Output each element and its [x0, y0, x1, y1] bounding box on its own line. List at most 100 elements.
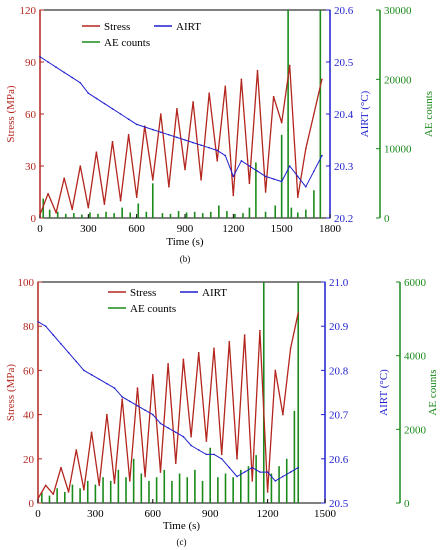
b-airt-point: [143, 126, 146, 128]
c-stress-point: [274, 369, 277, 372]
c-airt-point: [106, 382, 108, 385]
c-stress-point: [182, 358, 185, 361]
b-xtick-label: 0: [37, 223, 43, 235]
panel-b-chart: 0 300 600 900 1200 1500 1800 0 30 60 90 120 20.2 20.3…: [5, 5, 435, 264]
b-airt-point: [160, 131, 162, 133]
b-stress-point: [216, 160, 219, 162]
b-stress-point: [248, 182, 251, 185]
c-stress-point: [282, 413, 284, 416]
c-airt-point: [52, 334, 55, 336]
b-airt-point: [168, 134, 170, 136]
c-ytick-left-label: 0: [29, 498, 35, 510]
c-xtick-label: 1500: [314, 508, 337, 520]
b-stress-point: [224, 85, 227, 88]
b-airt-point: [71, 76, 74, 79]
c-airt-point: [236, 475, 238, 478]
b-stress-point: [71, 208, 74, 211]
c-ytick-left-label: 60: [23, 365, 35, 377]
b-airt-point: [87, 92, 90, 94]
c-airt-point: [228, 466, 231, 469]
b-stress-point: [47, 192, 49, 195]
b-stress-point: [39, 213, 41, 216]
c-stress-point: [205, 440, 208, 442]
b-airt-point: [232, 175, 235, 178]
c-xtick-label: 1200: [257, 508, 280, 520]
c-airt-point: [144, 409, 146, 411]
b-airt-point: [296, 175, 299, 178]
b-airt-point: [216, 149, 219, 152]
c-airt-point: [259, 471, 261, 473]
b-stress-point: [232, 194, 235, 197]
b-airt-point: [200, 144, 202, 146]
b-stress-point: [63, 177, 65, 179]
b-ytick-right1-label: 20.6: [334, 5, 354, 17]
b-airt-point: [63, 71, 65, 74]
b-airt-point: [256, 170, 259, 172]
c-ytick-right2-label: 4000: [404, 351, 427, 363]
c-ytick-right1-label: 20.8: [329, 365, 349, 377]
b-airt-point: [240, 160, 243, 162]
c-airt-point: [136, 404, 139, 407]
c-stress-point: [83, 488, 85, 491]
c-airt-point: [167, 427, 169, 429]
b-xtick-label: 1500: [271, 223, 294, 235]
c-ytick-left-label: 80: [23, 321, 35, 333]
c-stress-point: [213, 347, 215, 350]
b-stress-point: [95, 151, 98, 153]
b-airt-point: [176, 136, 178, 139]
b-stress-point: [103, 203, 106, 205]
c-stress-point: [174, 462, 177, 465]
c-ytick-right1-label: 20.9: [329, 321, 349, 333]
b-stress-point: [321, 78, 323, 81]
c-airt-point: [37, 320, 39, 323]
b-panel-label: (b): [180, 254, 191, 264]
c-airt-point: [197, 449, 200, 451]
b-ytick-right1-label: 20.5: [334, 57, 354, 69]
b-airt-point: [111, 108, 114, 110]
c-airt-point: [182, 435, 185, 438]
b-legend-label: AIRT: [176, 21, 201, 33]
b-stress-point: [151, 179, 154, 181]
b-airt-point: [272, 178, 275, 180]
b-airt-point: [135, 123, 138, 126]
c-stress-point: [289, 347, 292, 350]
c-stress-point: [228, 340, 231, 343]
c-stress-point: [37, 497, 39, 500]
b-plot-frame: [39, 9, 331, 219]
b-ytick-right1-label: 20.4: [334, 109, 354, 121]
b-stress-line: [39, 64, 323, 215]
c-airt-point: [266, 471, 269, 473]
b-stress-point: [55, 212, 57, 214]
c-airt-point: [152, 413, 154, 416]
b-stress-point: [240, 78, 243, 81]
b-xtick-label: 1200: [222, 223, 245, 235]
b-ytick-right2-label: 20000: [384, 74, 412, 86]
b-y-left-axis-title: Stress (MPa): [5, 85, 17, 142]
c-airt-point: [220, 458, 223, 460]
b-ytick-right1-label: 20.3: [334, 161, 354, 173]
c-airt-point: [67, 351, 70, 354]
c-stress-point: [236, 458, 238, 460]
b-airt-point: [224, 154, 227, 157]
c-stress-point: [159, 471, 162, 473]
b-airt-point: [55, 66, 57, 68]
b-stress-point: [168, 186, 170, 188]
b-airt-point: [313, 170, 315, 172]
c-airt-point: [205, 453, 208, 456]
c-xtick-label: 0: [35, 508, 41, 520]
c-ytick-right1-label: 20.6: [329, 454, 349, 466]
c-xtick-label: 600: [145, 508, 162, 520]
c-ytick-right2-label: 6000: [404, 277, 427, 289]
c-stress-point: [220, 453, 223, 456]
c-panel-label: (c): [177, 537, 187, 547]
c-stress-point: [167, 362, 169, 365]
c-airt-point: [190, 444, 192, 447]
b-airt-point: [192, 141, 194, 144]
b-stress-point: [127, 134, 130, 136]
b-xtick-label: 900: [177, 223, 194, 235]
c-airt-point: [83, 369, 85, 372]
c-stress-point: [44, 484, 47, 487]
b-airt-point: [79, 82, 82, 84]
c-stress-point: [136, 387, 139, 389]
